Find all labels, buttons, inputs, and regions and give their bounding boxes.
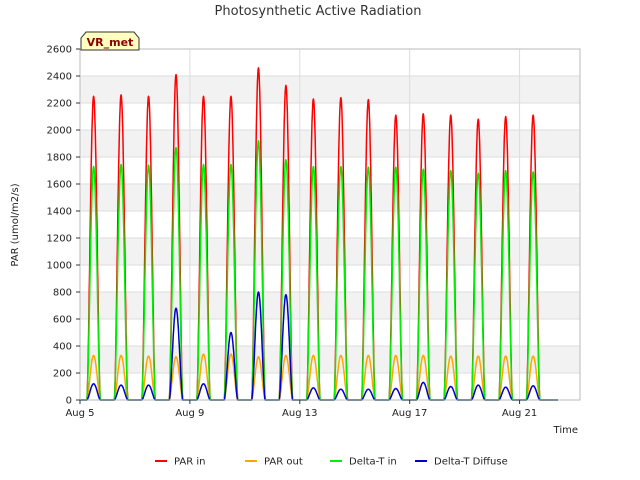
chart-title: Photosynthetic Active Radiation — [215, 4, 422, 19]
site-badge-label: VR_met — [87, 36, 134, 49]
y-axis-title: PAR (umol/m2/s) — [10, 183, 21, 266]
x-axis-title: Time — [553, 425, 578, 436]
series-line — [80, 67, 558, 401]
x-tick-label: Aug 17 — [392, 408, 427, 419]
y-tick-label: 2200 — [47, 99, 72, 110]
y-tick-label: 600 — [53, 315, 72, 326]
series-line — [80, 353, 558, 401]
plot-band — [80, 238, 580, 265]
legend-label: Delta-T in — [349, 457, 397, 468]
plot-band — [80, 76, 580, 103]
y-tick-label: 0 — [66, 396, 72, 407]
x-tick-label: Aug 13 — [282, 408, 317, 419]
y-tick-label: 2000 — [47, 126, 72, 137]
plot-band — [80, 292, 580, 319]
x-tick-label: Aug 21 — [502, 408, 537, 419]
series-layer — [80, 67, 558, 401]
site-badge: VR_met — [80, 31, 140, 51]
series-line — [80, 140, 558, 401]
y-tick-label: 800 — [53, 288, 72, 299]
x-tick-label: Aug 9 — [175, 408, 204, 419]
legend-label: PAR in — [174, 457, 205, 468]
plot-band — [80, 346, 580, 373]
y-tick-label: 400 — [53, 342, 72, 353]
y-axis: 0 200 400 600 800 1000 1200 1400 1600 1800 2000 220… — [47, 45, 80, 407]
y-tick-label: 1000 — [47, 261, 72, 272]
plot-background — [80, 49, 580, 400]
y-tick-label: 200 — [53, 369, 72, 380]
site-badge-box — [80, 31, 140, 51]
y-tick-label: 1400 — [47, 207, 72, 218]
legend: PAR in PAR out Delta-T in Delta-T Diffuse — [155, 457, 508, 468]
y-tick-label: 1200 — [47, 234, 72, 245]
plot-area — [80, 49, 580, 400]
legend-label: PAR out — [264, 457, 303, 468]
y-tick-label: 1800 — [47, 153, 72, 164]
legend-label: Delta-T Diffuse — [434, 457, 508, 468]
x-tick-label: Aug 5 — [65, 408, 94, 419]
y-tick-label: 2400 — [47, 72, 72, 83]
series-line — [80, 291, 558, 401]
plot-frame — [79, 48, 581, 401]
plot-band — [80, 184, 580, 211]
x-axis: Aug 5 Aug 9 Aug 13 Aug 17 Aug 21 — [65, 400, 537, 419]
plot-band — [80, 130, 580, 157]
y-tick-label: 2600 — [47, 45, 72, 56]
y-tick-label: 1600 — [47, 180, 72, 191]
